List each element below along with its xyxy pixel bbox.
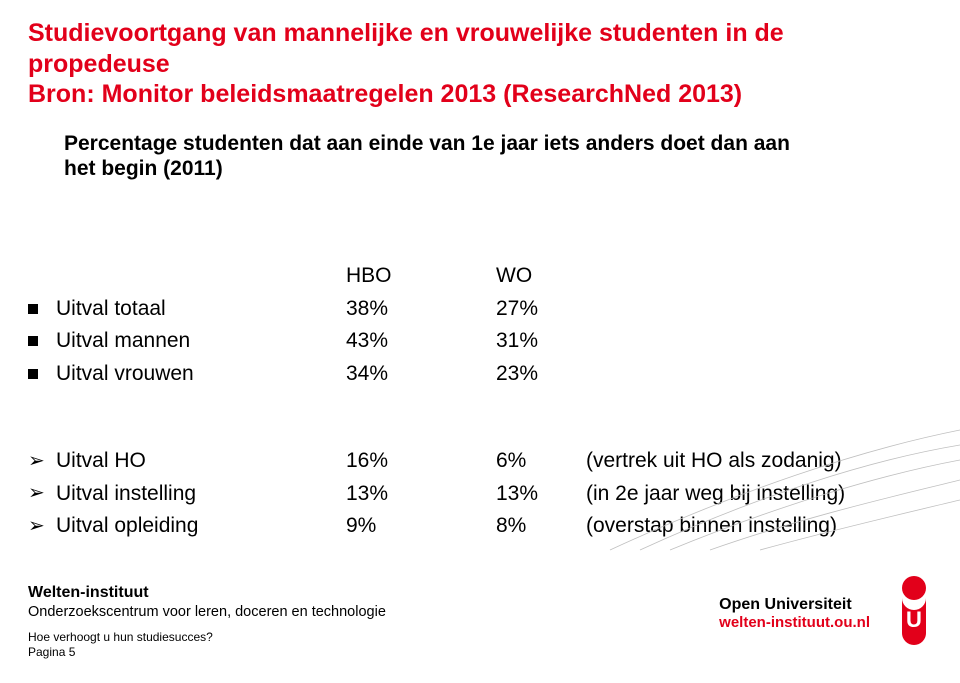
title-line-2: Bron: Monitor beleidsmaatregelen 2013 (R… — [28, 79, 920, 110]
table-row: ➢ Uitval opleiding 9% 8% (overstap binne… — [28, 510, 928, 543]
row-hbo: 34% — [346, 358, 496, 391]
open-universiteit-label: Open Universiteit — [719, 596, 870, 614]
row-wo: 31% — [496, 325, 646, 358]
row-v1: 13% — [346, 478, 496, 511]
arrow-bullet-icon: ➢ — [28, 446, 56, 477]
row-label: Uitval mannen — [56, 325, 346, 358]
table-row: ➢ Uitval HO 16% 6% (vertrek uit HO als z… — [28, 445, 928, 478]
row-wo: 23% — [496, 358, 646, 391]
square-bullet-icon — [28, 304, 38, 314]
uitval-detail-table: ➢ Uitval HO 16% 6% (vertrek uit HO als z… — [28, 445, 928, 543]
row-label: Uitval HO — [56, 445, 346, 478]
bullet-spacer — [28, 271, 38, 281]
subtitle-block: Percentage studenten dat aan einde van 1… — [64, 130, 880, 181]
row-label: Uitval vrouwen — [56, 358, 346, 391]
institute-name: Welten-instituut — [28, 584, 386, 602]
footer-url: welten-instituut.ou.nl — [719, 614, 870, 631]
institute-subtitle: Onderzoekscentrum voor leren, doceren en… — [28, 604, 386, 620]
row-v2: 6% — [496, 445, 586, 478]
row-hbo: 43% — [346, 325, 496, 358]
table-header-row: HBO WO — [28, 260, 648, 293]
row-note: (overstap binnen instelling) — [586, 510, 928, 543]
row-note: (in 2e jaar weg bij instelling) — [586, 478, 928, 511]
page-number: Pagina 5 — [28, 645, 386, 659]
row-label: Uitval instelling — [56, 478, 346, 511]
row-hbo: 38% — [346, 293, 496, 326]
row-v1: 16% — [346, 445, 496, 478]
table-row: Uitval mannen 43% 31% — [28, 325, 648, 358]
row-label: Uitval opleiding — [56, 510, 346, 543]
ou-logo-icon: U — [892, 575, 936, 653]
arrow-bullet-icon: ➢ — [28, 511, 56, 542]
arrow-bullet-icon: ➢ — [28, 478, 56, 509]
row-note: (vertrek uit HO als zodanig) — [586, 445, 928, 478]
table-row: Uitval totaal 38% 27% — [28, 293, 648, 326]
table-row: Uitval vrouwen 34% 23% — [28, 358, 648, 391]
square-bullet-icon — [28, 369, 38, 379]
footer-left: Welten-instituut Onderzoekscentrum voor … — [28, 584, 386, 659]
row-v1: 9% — [346, 510, 496, 543]
square-bullet-icon — [28, 336, 38, 346]
footer-right: Open Universiteit welten-instituut.ou.nl — [719, 596, 870, 631]
row-wo: 27% — [496, 293, 646, 326]
header-hbo: HBO — [346, 260, 496, 293]
table-row: ➢ Uitval instelling 13% 13% (in 2e jaar … — [28, 478, 928, 511]
row-label: Uitval totaal — [56, 293, 346, 326]
title-block: Studievoortgang van mannelijke en vrouwe… — [28, 18, 920, 110]
subtitle-line-1: Percentage studenten dat aan einde van 1… — [64, 130, 880, 157]
row-v2: 8% — [496, 510, 586, 543]
header-wo: WO — [496, 260, 646, 293]
subtitle-line-2: het begin (2011) — [64, 157, 880, 181]
logo-letter: U — [906, 607, 922, 632]
row-v2: 13% — [496, 478, 586, 511]
uitval-table: HBO WO Uitval totaal 38% 27% Uitval mann… — [28, 260, 648, 390]
footer-question: Hoe verhoogt u hun studiesucces? — [28, 630, 386, 644]
title-line-1: Studievoortgang van mannelijke en vrouwe… — [28, 18, 920, 79]
